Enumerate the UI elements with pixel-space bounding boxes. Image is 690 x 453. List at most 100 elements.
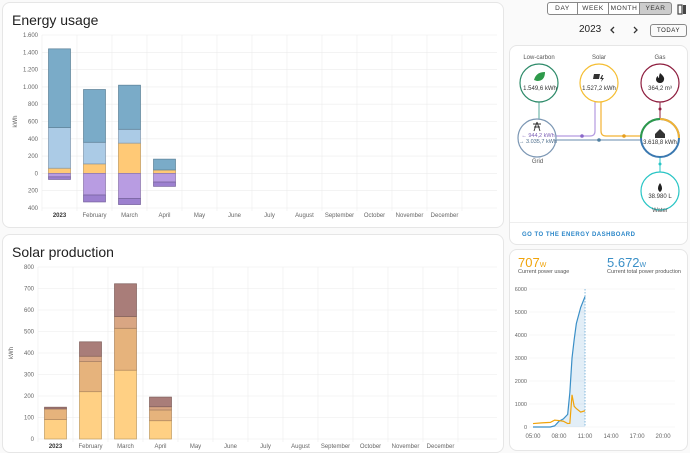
- y-tick-label: 400: [24, 351, 35, 357]
- x-tick-label: 17:00: [630, 434, 646, 440]
- y-tick-label: 0: [524, 425, 527, 431]
- x-tick-label: July: [264, 213, 275, 219]
- x-tick-label: November: [396, 213, 424, 219]
- bar-segment: [118, 198, 141, 205]
- x-tick-label: September: [321, 444, 350, 450]
- low-carbon-label: Low-carbon: [523, 55, 555, 61]
- y-tick-label: 1.400: [23, 50, 39, 56]
- water-drop-icon: [658, 183, 662, 192]
- x-tick-label: March: [121, 213, 138, 219]
- water-label: Water: [652, 208, 668, 214]
- x-tick-label: 11:00: [578, 434, 593, 440]
- power-production-unit: W: [639, 262, 647, 269]
- power-production-value: 5.672: [607, 255, 640, 270]
- grid-values: ← 944,2 kWh → 3.035,7 kWh: [516, 133, 560, 146]
- bar-segment: [153, 158, 176, 171]
- power-production-label: Current total power production: [607, 269, 681, 275]
- low-carbon-node: [519, 63, 559, 103]
- period-week-button[interactable]: WEEK: [578, 2, 609, 15]
- card-title: Energy usage: [12, 12, 99, 28]
- solar-production-chart: 800 700 600 500 400 300 200 100 0 kWh 2023 February…: [9, 265, 497, 450]
- energy-usage-chart: 1.600 1.400 1.200 1.000 800 600 400 200 0 200 400 k…: [13, 33, 497, 219]
- x-tick-label: April: [154, 444, 166, 450]
- y-tick-label: 1.000: [23, 85, 39, 91]
- bar-segment: [83, 194, 106, 203]
- home-value: 3.618,8 kWh: [643, 140, 677, 146]
- series-line-usage: [532, 394, 586, 425]
- y-tick-label: 0: [31, 437, 35, 443]
- x-tick-label: March: [117, 444, 134, 450]
- bar-segment: [44, 406, 67, 410]
- flow-diagram: [517, 63, 680, 211]
- next-year-icon[interactable]: [631, 26, 639, 34]
- x-tick-label: June: [224, 444, 238, 450]
- period-day-button[interactable]: DAY: [547, 2, 578, 15]
- x-tick-label: 2023: [49, 444, 63, 450]
- y-tick-label: 1.200: [23, 68, 39, 74]
- y-tick-label: 1.600: [23, 33, 39, 39]
- x-tick-label: December: [431, 213, 459, 219]
- grid-node: [517, 118, 557, 158]
- y-tick-label: 100: [24, 416, 35, 422]
- y-tick-label: 700: [24, 287, 35, 293]
- home-icon: [655, 129, 665, 138]
- y-tick-label: 800: [28, 102, 39, 108]
- x-tick-label: 20:00: [656, 434, 672, 440]
- y-tick-label: 2000: [515, 379, 527, 385]
- solar-home-line: [600, 102, 641, 137]
- solar-panel-icon: [593, 74, 604, 82]
- x-tick-label: April: [158, 213, 170, 219]
- transmission-tower-icon: [533, 121, 541, 132]
- power-usage: 707W: [518, 254, 546, 272]
- y-tick-label: 300: [24, 373, 35, 379]
- compare-icon[interactable]: [677, 4, 687, 15]
- low-carbon-value: 1.549,6 kWh: [523, 86, 557, 92]
- y-tick-label: 6000: [515, 287, 527, 293]
- bar-segment: [153, 181, 176, 187]
- y-tick-label: 400: [28, 137, 39, 143]
- x-tick-label: October: [360, 444, 381, 450]
- bar-segment: [149, 396, 172, 408]
- y-axis-label: kWh: [13, 116, 19, 128]
- solar-label: Solar: [591, 55, 606, 61]
- y-tick-label: 4000: [515, 333, 527, 339]
- energy-dashboard-link[interactable]: GO TO THE ENERGY DASHBOARD: [522, 232, 636, 238]
- grid-import-value: ← 944,2 kWh: [521, 133, 555, 139]
- power-usage-value: 707: [518, 255, 540, 270]
- production-area: [533, 296, 586, 427]
- y-tick-label: 1000: [515, 402, 527, 408]
- y-tick-label: 400: [28, 206, 39, 212]
- solar-grid-line: [556, 102, 596, 137]
- card-title: Solar production: [12, 244, 114, 260]
- period-month-button[interactable]: MONTH: [609, 2, 640, 15]
- power-production: 5.672W: [607, 254, 646, 272]
- y-tick-label: 500: [24, 330, 35, 336]
- power-usage-label: Current power usage: [518, 269, 570, 275]
- y-tick-label: 600: [28, 120, 39, 126]
- grid-export-value: → 3.035,7 kWh: [519, 139, 557, 146]
- x-tick-label: 14:00: [604, 434, 620, 440]
- x-tick-label: October: [364, 213, 385, 219]
- x-tick-label: August: [291, 444, 310, 450]
- x-tick-label: May: [190, 444, 201, 450]
- period-year-button[interactable]: YEAR: [640, 2, 672, 15]
- bar-segment: [48, 176, 71, 180]
- water-value: 38.980 L: [648, 194, 672, 200]
- x-tick-label: 2023: [53, 213, 67, 219]
- x-tick-label: September: [325, 213, 354, 219]
- y-tick-label: 800: [24, 265, 35, 271]
- x-tick-label: May: [194, 213, 205, 219]
- x-tick-label: August: [295, 213, 314, 219]
- bar-segment: [83, 89, 106, 143]
- today-button[interactable]: TODAY: [650, 24, 687, 37]
- bar-segment: [114, 283, 137, 317]
- y-tick-label: 3000: [515, 356, 527, 362]
- prev-year-icon[interactable]: [609, 26, 617, 34]
- energy-distribution-card: Low-carbon 1.549,6 kWh Solar 1.527,2 kWh…: [509, 45, 688, 245]
- x-tick-label: July: [260, 444, 271, 450]
- year-label: 2023: [579, 24, 602, 35]
- solar-value: 1.527,2 kWh: [582, 86, 616, 92]
- gas-label: Gas: [654, 55, 666, 61]
- x-tick-label: 08:00: [552, 434, 568, 440]
- y-tick-label: 200: [24, 394, 35, 400]
